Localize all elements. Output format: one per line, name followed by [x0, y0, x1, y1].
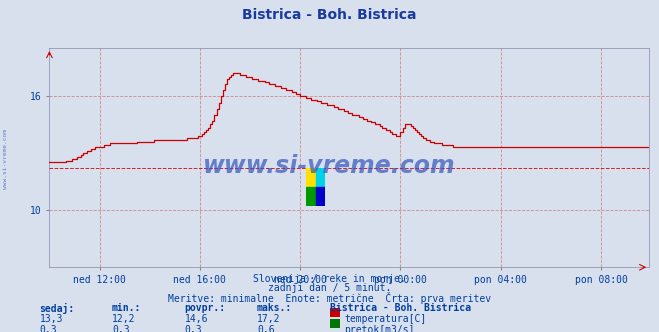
Bar [306, 168, 316, 187]
Text: 17,2: 17,2 [257, 314, 281, 324]
Text: zadnji dan / 5 minut.: zadnji dan / 5 minut. [268, 283, 391, 293]
Text: Bistrica - Boh. Bistrica: Bistrica - Boh. Bistrica [243, 8, 416, 22]
Text: www.si-vreme.com: www.si-vreme.com [3, 129, 8, 189]
Text: 0,3: 0,3 [112, 325, 130, 332]
Text: 14,6: 14,6 [185, 314, 208, 324]
Bar [316, 187, 325, 206]
Text: www.si-vreme.com: www.si-vreme.com [203, 154, 456, 178]
Text: maks.:: maks.: [257, 303, 292, 313]
Text: 0,3: 0,3 [40, 325, 57, 332]
Text: pretok[m3/s]: pretok[m3/s] [344, 325, 415, 332]
Text: povpr.:: povpr.: [185, 303, 225, 313]
Text: 12,2: 12,2 [112, 314, 136, 324]
Bar [316, 168, 325, 187]
Text: temperatura[C]: temperatura[C] [344, 314, 426, 324]
Bar [306, 187, 316, 206]
Text: 0,3: 0,3 [185, 325, 202, 332]
Text: 0,6: 0,6 [257, 325, 275, 332]
Text: Slovenija / reke in morje.: Slovenija / reke in morje. [253, 274, 406, 284]
Text: 13,3: 13,3 [40, 314, 63, 324]
Text: Meritve: minimalne  Enote: metrične  Črta: prva meritev: Meritve: minimalne Enote: metrične Črta:… [168, 292, 491, 304]
Text: min.:: min.: [112, 303, 142, 313]
Text: sedaj:: sedaj: [40, 303, 74, 314]
Text: Bistrica - Boh. Bistrica: Bistrica - Boh. Bistrica [330, 303, 471, 313]
